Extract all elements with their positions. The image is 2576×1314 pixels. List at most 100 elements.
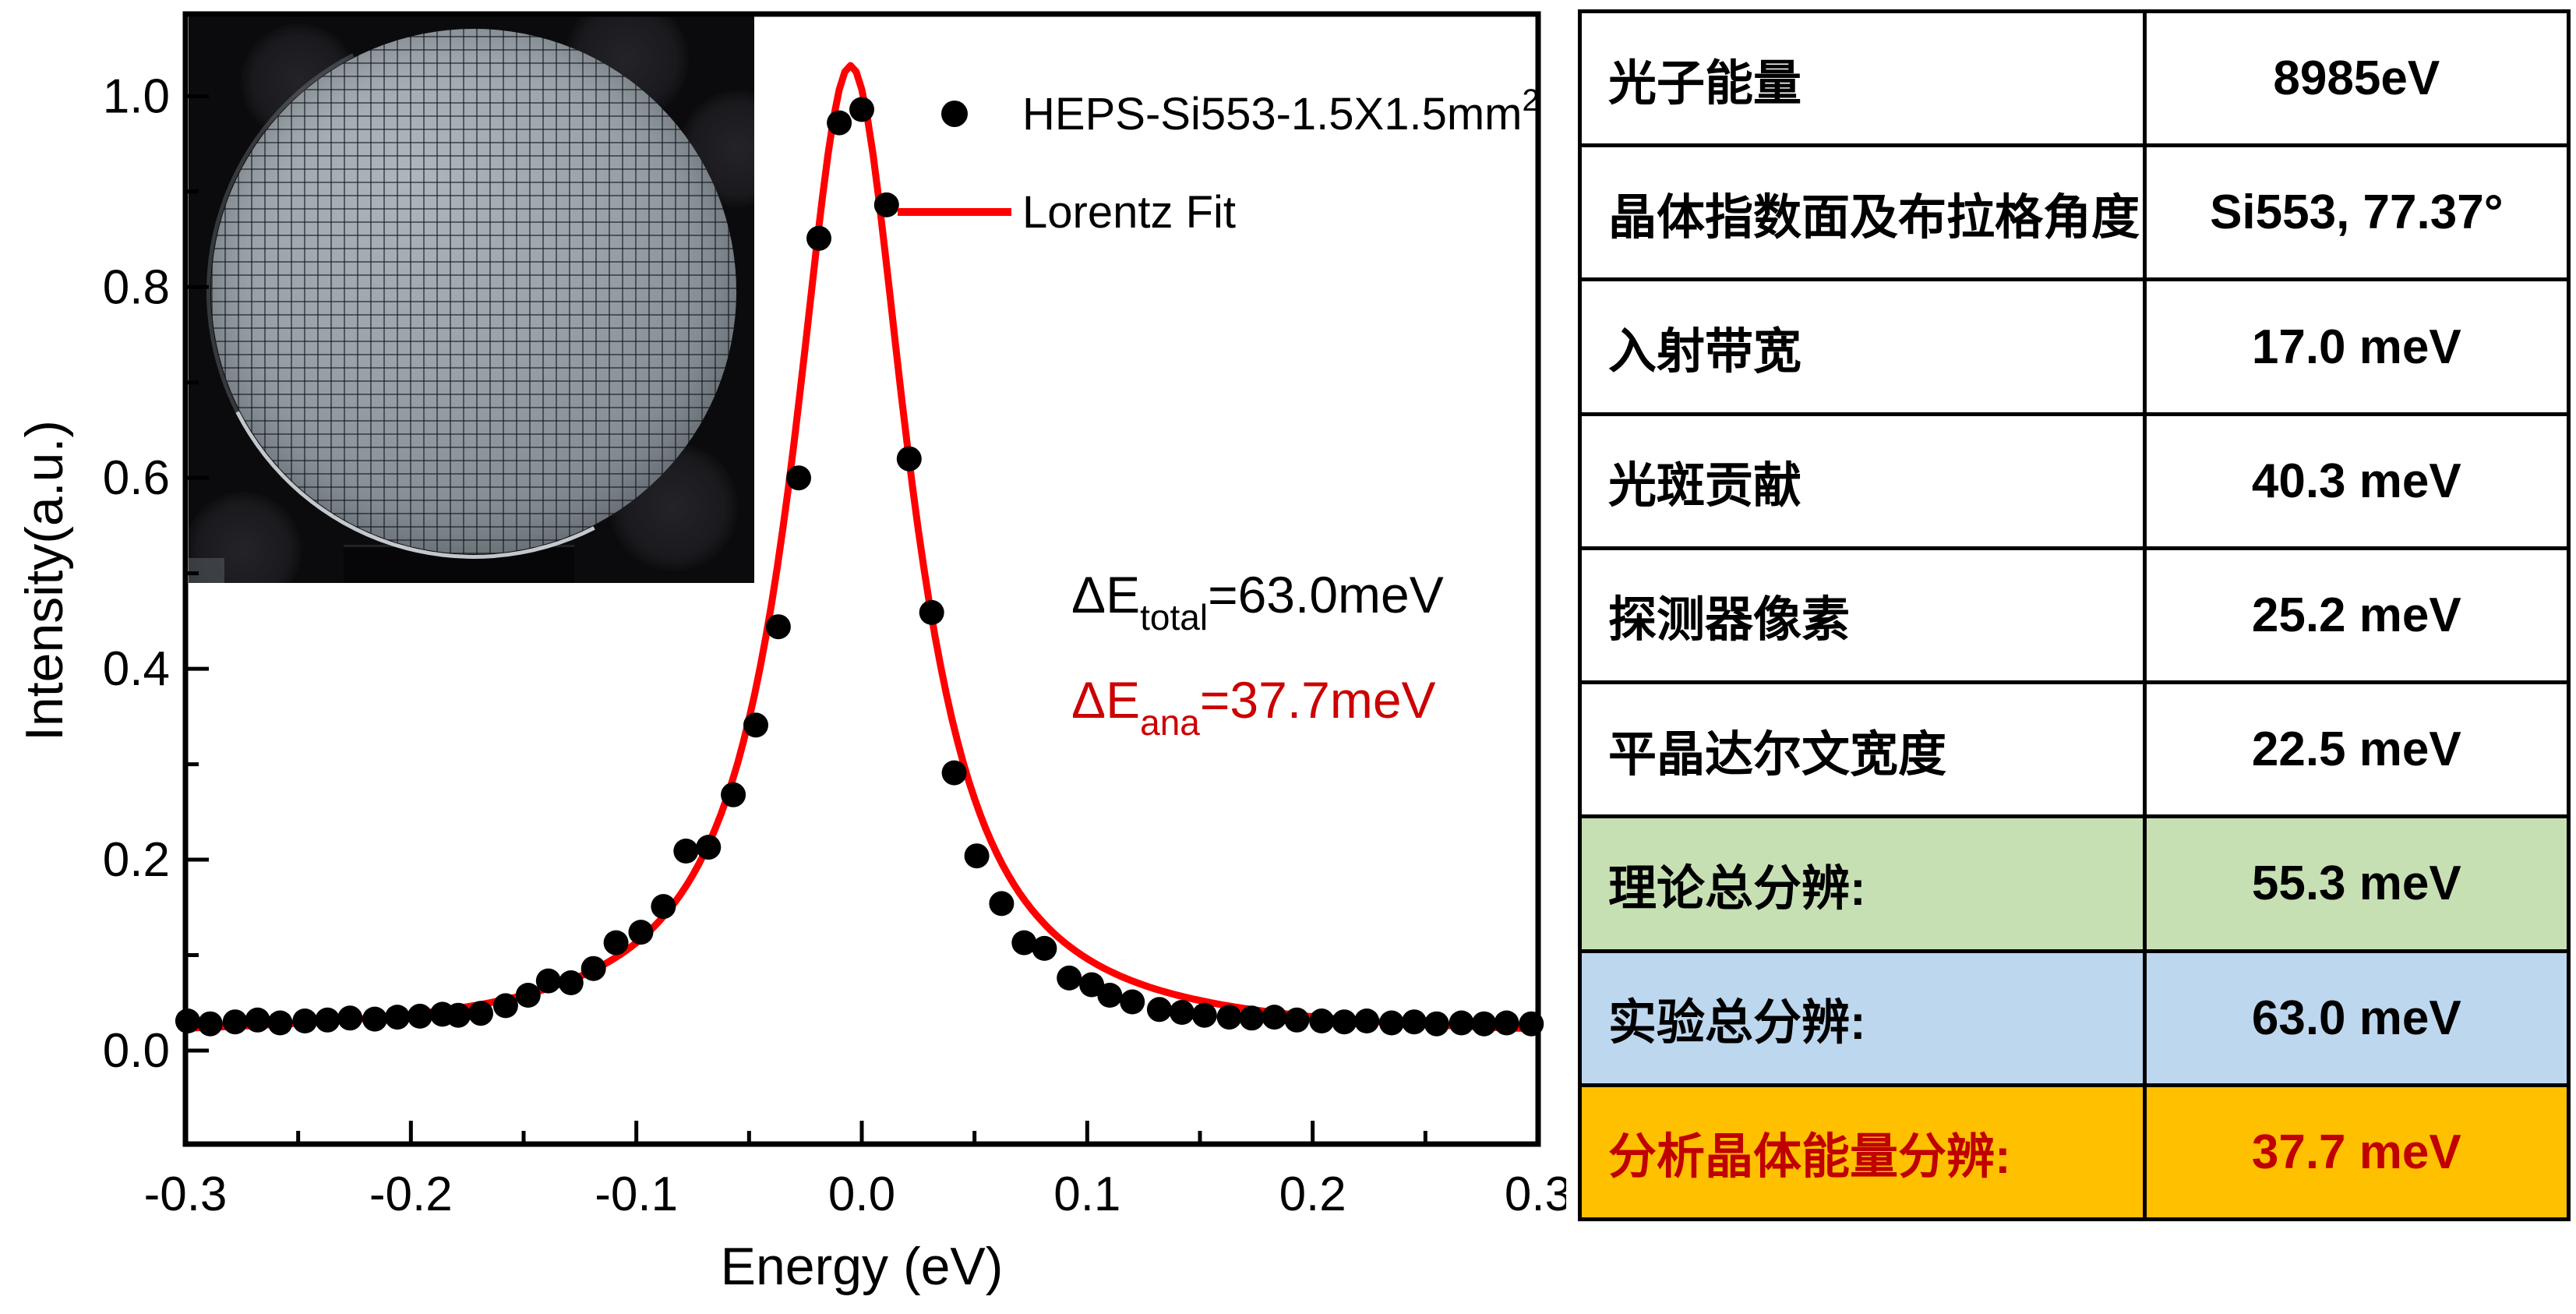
data-point: [786, 465, 811, 491]
param-value: 22.5 meV: [2142, 680, 2571, 819]
data-point: [1424, 1011, 1449, 1037]
data-point: [337, 1005, 363, 1031]
data-point: [1309, 1008, 1335, 1033]
y-tick-label: 0.4: [103, 642, 170, 696]
holder-shelf: [189, 558, 224, 583]
data-point: [1146, 997, 1172, 1023]
data-point: [873, 192, 899, 217]
param-value: 55.3 meV: [2142, 814, 2571, 953]
data-point: [535, 968, 561, 994]
param-label: 平晶达尔文宽度: [1578, 680, 2147, 819]
table-row: 理论总分辨: 55.3 meV: [1578, 814, 2571, 953]
data-point: [827, 110, 852, 136]
delta-e-annotation: ΔEtotal=63.0meV: [1071, 566, 1444, 638]
param-label: 探测器像素: [1578, 546, 2147, 685]
table-row: 实验总分辨: 63.0 meV: [1578, 948, 2571, 1087]
data-point: [806, 225, 831, 251]
data-point: [222, 1009, 248, 1035]
param-value: 40.3 meV: [2142, 412, 2571, 550]
data-point: [1216, 1005, 1242, 1030]
y-tick-label: 0.6: [103, 451, 170, 505]
parameter-table: 光子能量 8985eV 晶体指数面及布拉格角度 Si553, 77.37° 入射带宽 17…: [1578, 9, 2571, 1222]
data-point: [1097, 983, 1123, 1008]
y-tick-label: 0.8: [103, 260, 170, 314]
x-tick-label: -0.1: [595, 1167, 678, 1221]
data-point: [468, 1001, 493, 1026]
data-point: [515, 983, 541, 1008]
x-tick-label: -0.3: [144, 1167, 228, 1221]
data-point: [765, 614, 791, 640]
data-point: [1262, 1005, 1287, 1030]
crystal-photo-inset: [189, 12, 754, 583]
param-label: 晶体指数面及布拉格角度: [1578, 143, 2147, 282]
delta-e-annotation: ΔEana=37.7meV: [1071, 671, 1436, 743]
param-label: 光子能量: [1578, 9, 2147, 148]
param-value: 63.0 meV: [2142, 948, 2571, 1087]
results-table-body: 光子能量 8985eV 晶体指数面及布拉格角度 Si553, 77.37° 入射带宽 17…: [1578, 9, 2571, 1222]
data-point: [1284, 1007, 1310, 1033]
data-point: [245, 1007, 270, 1033]
data-point: [1169, 1000, 1194, 1025]
x-tick-label: 0.1: [1053, 1167, 1120, 1221]
data-point: [292, 1008, 318, 1033]
data-point: [315, 1007, 341, 1033]
data-point: [743, 712, 768, 738]
x-tick-label: 0.0: [828, 1167, 895, 1221]
data-point: [362, 1006, 387, 1032]
data-point: [1494, 1010, 1519, 1036]
data-point: [1378, 1010, 1404, 1036]
data-point: [492, 993, 518, 1019]
data-point: [849, 97, 874, 122]
y-tick-label: 0.0: [103, 1024, 170, 1078]
data-point: [446, 1002, 471, 1028]
data-point: [1354, 1008, 1380, 1033]
resolution-plot: -0.3 -0.2 -0.1 0.0 0.1 0.2 0.3 0.0 0.2 0.4 0.6 0.8 1…: [15, 11, 1566, 1296]
data-point: [964, 843, 990, 869]
data-point: [1011, 930, 1037, 955]
data-point: [989, 891, 1015, 917]
lorentz-fit-curve: [185, 62, 1539, 1033]
table-row: 平晶达尔文宽度 22.5 meV: [1578, 680, 2571, 819]
data-point: [558, 970, 584, 995]
intensity-axis-title: Intensity(a.u.): [15, 420, 74, 741]
data-point: [1519, 1011, 1544, 1037]
data-point: [1032, 935, 1057, 961]
y-tick-label: 0.2: [103, 833, 170, 887]
data-point: [267, 1010, 293, 1036]
legend-entry-label: HEPS-Si553-1.5X1.5mm2: [1022, 83, 1540, 140]
x-tick-label: 0.3: [1505, 1167, 1566, 1221]
param-label: 光斑贡献: [1578, 412, 2147, 550]
data-point: [175, 1008, 200, 1033]
data-point: [1057, 965, 1082, 991]
param-value: Si553, 77.37°: [2142, 143, 2571, 282]
data-point: [896, 446, 922, 472]
data-point: [1239, 1005, 1265, 1031]
data-point: [1401, 1009, 1427, 1035]
data-point: [580, 955, 606, 981]
table-row: 探测器像素 25.2 meV: [1578, 546, 2571, 685]
data-point: [651, 894, 676, 920]
param-label: 实验总分辨:: [1578, 948, 2147, 1087]
legend-entry-label: Lorentz Fit: [1022, 187, 1236, 238]
diced-wafer-image: [211, 29, 736, 554]
energy-axis-title: Energy (eV): [721, 1237, 1004, 1296]
data-point: [1191, 1002, 1217, 1028]
data-point: [1449, 1010, 1474, 1036]
data-point: [696, 835, 722, 860]
param-label: 理论总分辨:: [1578, 814, 2147, 953]
data-point: [1332, 1009, 1357, 1035]
data-point: [603, 930, 629, 955]
data-point: [197, 1011, 223, 1037]
param-value: 17.0 meV: [2142, 277, 2571, 416]
x-tick-label: 0.2: [1279, 1167, 1346, 1221]
data-point: [941, 760, 967, 786]
param-value: 37.7 meV: [2142, 1083, 2571, 1222]
param-label: 入射带宽: [1578, 277, 2147, 416]
data-point: [1471, 1011, 1497, 1037]
data-point: [1079, 972, 1105, 998]
data-point: [673, 839, 699, 864]
table-row: 分析晶体能量分辨: 37.7 meV: [1578, 1083, 2571, 1222]
table-row: 晶体指数面及布拉格角度 Si553, 77.37°: [1578, 143, 2571, 282]
parameter-table-panel: 光子能量 8985eV 晶体指数面及布拉格角度 Si553, 77.37° 入射带宽 17…: [1578, 9, 2571, 1222]
